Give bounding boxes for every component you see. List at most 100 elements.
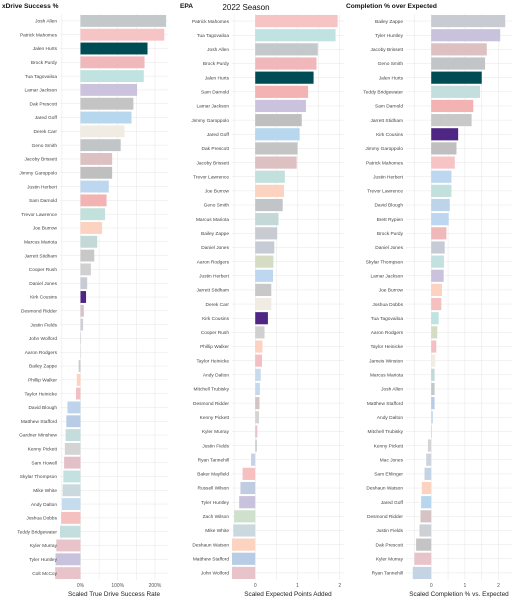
cpoe-bar — [427, 439, 432, 452]
xdrive-category-label: Jimmy Garoppolo — [19, 170, 57, 176]
cpoe-bar — [431, 114, 472, 127]
cpoe-category-label: Justin Herbert — [373, 174, 404, 180]
xdrive-category-label: Jalen Hurts — [33, 46, 58, 52]
xdrive-category-label: Mike White — [33, 488, 57, 494]
xdrive-bar — [61, 498, 81, 511]
cpoe-bar — [431, 326, 438, 339]
cpoe-bar — [431, 142, 457, 155]
cpoe-bar — [420, 510, 432, 523]
xdrive-category-label: Phillip Walker — [28, 378, 57, 384]
season-title: 2022 Season — [222, 3, 269, 12]
xdrive-bar — [80, 166, 113, 179]
cpoe-category-label: Sam Darnold — [375, 104, 403, 110]
cpoe-category-label: Kenny Pickett — [374, 443, 404, 449]
xdrive-bar — [80, 304, 84, 317]
xdrive-bar — [78, 360, 81, 372]
xdrive-category-label: Lamar Jackson — [24, 88, 57, 94]
cpoe-bar — [431, 85, 481, 98]
epa-category-label: Kirk Cousins — [202, 316, 230, 322]
epa-bar — [255, 14, 338, 28]
cpoe-category-label: Aaron Rodgers — [371, 330, 404, 336]
cpoe-bar — [431, 354, 436, 367]
cpoe-category-label: Brett Rypien — [377, 217, 404, 223]
cpoe-bar — [421, 496, 432, 509]
xdrive-category-label: Kirk Cousins — [30, 295, 58, 301]
epa-category-label: Sam Darnold — [201, 90, 229, 96]
xdrive-bar — [80, 111, 132, 124]
epa-bar — [255, 312, 268, 325]
xdrive-category-label: Skylar Thompson — [20, 474, 58, 480]
epa-bar — [255, 397, 260, 410]
cpoe-category-label: Matthew Stafford — [367, 401, 404, 407]
xdrive-category-label: Matthew Stafford — [21, 419, 58, 425]
cpoe-category-label: Skylar Thompson — [366, 259, 404, 265]
cpoe-category-label: Mitchell Trubisky — [368, 429, 404, 435]
xdrive-category-label: Josh Allen — [35, 19, 57, 25]
cpoe-category-label: Trevor Lawrence — [367, 189, 403, 195]
cpoe-category-label: Bailey Zappe — [375, 19, 403, 25]
epa-bar — [255, 57, 317, 70]
epa-category-label: Aaron Rodgers — [197, 259, 230, 265]
xdrive-bar — [80, 70, 144, 83]
cpoe-bar — [431, 128, 459, 141]
cpoe-category-label: Teddy Bridgewater — [363, 90, 403, 96]
epa-bar — [255, 283, 272, 297]
cpoe-category-label: Brock Purdy — [377, 231, 404, 237]
cpoe-category-label: David Blough — [374, 203, 403, 209]
cpoe-category-label: Desmond Ridder — [367, 514, 403, 520]
xdrive-bar — [80, 235, 98, 248]
xdrive-category-label: Taylor Heinicke — [24, 391, 57, 397]
epa-bar — [255, 29, 336, 42]
epa-bar — [255, 114, 302, 127]
epa-bar — [232, 566, 256, 580]
xdrive-category-label: Joe Burrow — [33, 226, 58, 232]
xdrive-category-label: Geno Smith — [32, 143, 58, 149]
epa-category-label: Kenny Pickett — [200, 415, 230, 421]
xdrive-category-label: Tyler Huntley — [29, 557, 58, 563]
epa-bar — [255, 382, 260, 396]
cpoe-bar — [431, 411, 433, 424]
xdrive-bar — [80, 263, 91, 276]
cpoe-category-label: Tyler Huntley — [375, 33, 404, 39]
cpoe-category-label: Jacoby Brissett — [370, 47, 403, 53]
cpoe-bar — [431, 368, 435, 381]
xdrive-bar — [64, 456, 81, 469]
epa-category-label: Desmond Ridder — [193, 401, 229, 407]
xdrive-bar — [80, 153, 113, 165]
cpoe-bar — [431, 297, 442, 311]
epa-category-label: Joe Burrow — [205, 189, 230, 195]
cpoe-bar — [431, 255, 445, 268]
cpoe-category-label: Ryan Tannehill — [372, 571, 403, 577]
xdrive-category-label: Aaron Rodgers — [25, 350, 58, 356]
epa-category-label: Bailey Zappe — [201, 231, 229, 237]
epa-bar — [255, 198, 283, 212]
xdrive-bar — [80, 291, 87, 303]
cpoe-bar — [431, 43, 487, 56]
epa-category-label: Jared Goff — [207, 132, 230, 138]
cpoe-category-label: Joshua Dobbs — [372, 302, 403, 308]
epa-bar — [242, 467, 256, 480]
xdrive-bar — [80, 14, 167, 27]
epa-category-label: Derek Carr — [206, 302, 230, 308]
epa-category-label: John Wolford — [201, 571, 230, 577]
xdrive-category-label: John Wolford — [29, 336, 58, 342]
epa-bar — [255, 326, 265, 339]
xdrive-bar — [65, 429, 81, 441]
cpoe-title: Completion % over Expected — [346, 3, 437, 10]
epa-panel: EPA Patrick Mahomes Tua Tagovailoa Josh All… — [180, 3, 344, 598]
xdrive-category-label: Jarrett Stidham — [24, 253, 57, 259]
xdrive-bar — [64, 442, 81, 455]
cpoe-category-label: Jarrett Stidham — [370, 118, 403, 124]
epa-bar — [232, 552, 256, 565]
xdrive-bar — [67, 401, 81, 414]
epa-bar — [255, 142, 298, 155]
xdrive-bar — [80, 97, 134, 110]
xdrive-bar — [76, 373, 81, 386]
xdrive-title: xDrive Success % — [2, 3, 59, 10]
xdrive-bar — [66, 415, 81, 428]
cpoe-category-label: Mac Jones — [380, 457, 404, 463]
xdrive-category-label: Daniel Jones — [29, 281, 57, 287]
xdrive-category-label: Kyler Murray — [30, 543, 58, 549]
xdrive-category-label: Andy Dalton — [31, 502, 57, 508]
epa-tick-label: 0 — [254, 583, 257, 589]
